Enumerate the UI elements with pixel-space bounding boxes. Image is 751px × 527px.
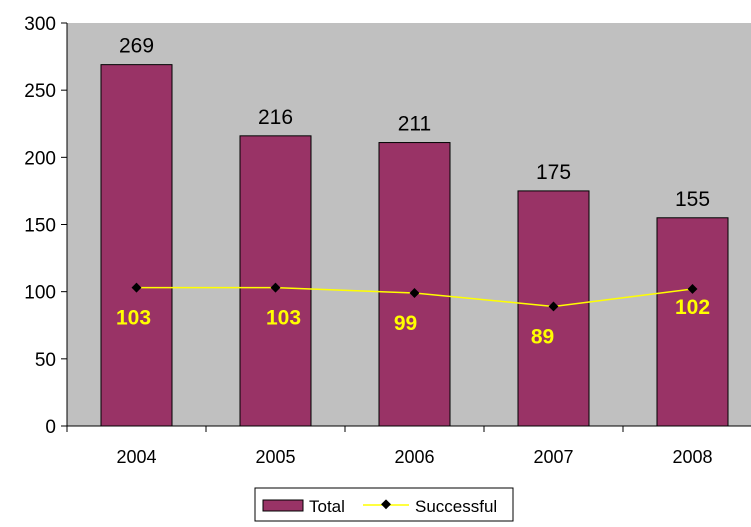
successful-point-marker	[409, 288, 420, 298]
legend-total-label: Total	[309, 497, 345, 516]
y-tick-label: 300	[24, 14, 56, 35]
successful-point-marker	[548, 301, 559, 312]
y-tick-label: 100	[24, 283, 56, 304]
legend-successful-marker	[381, 499, 391, 510]
bar-value-label: 175	[536, 161, 571, 184]
x-tick-label: 2008	[672, 447, 712, 467]
y-tick-label: 250	[24, 81, 56, 102]
bar-total-2006	[378, 142, 451, 427]
x-tick-label: 2005	[255, 447, 295, 467]
successful-point-marker	[131, 282, 142, 293]
y-tick-label: 200	[24, 148, 56, 169]
bar-value-label: 216	[258, 106, 293, 129]
y-tick-label: 50	[35, 350, 56, 371]
successful-value-label: 103	[266, 307, 301, 330]
axes-group: 0 50 100 150 200 250 300 2004 2005 2006 2007 2008	[24, 14, 751, 467]
bar-total-2005	[239, 135, 312, 427]
x-tick-label: 2006	[394, 447, 434, 467]
bar-value-label: 269	[119, 35, 154, 58]
successful-value-label: 102	[675, 296, 710, 319]
x-tick-label: 2004	[116, 447, 156, 467]
bar-labels-group: 269 216 211 175 155	[119, 35, 710, 211]
successful-point-marker	[270, 282, 281, 293]
x-tick-label: 2007	[533, 447, 573, 467]
successful-value-label: 89	[531, 325, 554, 348]
successful-point-marker	[687, 284, 698, 294]
y-tick-label: 0	[45, 417, 56, 438]
line-layer: 103 103 99 89 102	[116, 282, 710, 348]
legend-successful-label: Successful	[415, 497, 497, 516]
bar-total-2008	[656, 217, 729, 427]
bar-total-2004	[100, 64, 173, 427]
legend-total-swatch	[262, 499, 304, 512]
successful-value-label: 99	[394, 312, 417, 335]
bar-value-label: 211	[398, 113, 431, 136]
legend: Total Successful	[254, 487, 514, 522]
bar-value-label: 155	[675, 188, 710, 211]
y-tick-label: 150	[24, 216, 56, 237]
successful-value-label: 103	[116, 307, 151, 330]
